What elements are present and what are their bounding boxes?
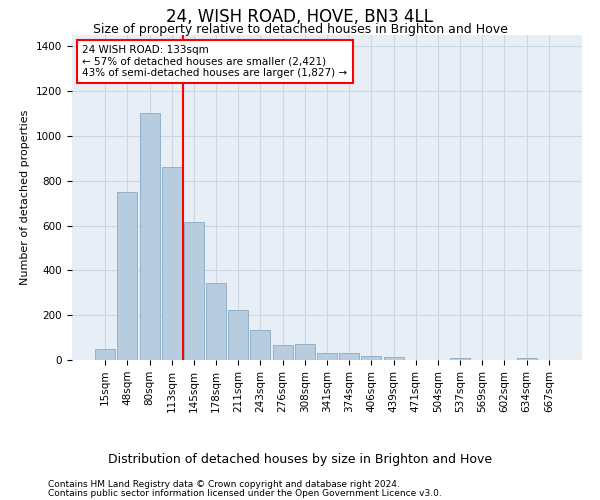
Bar: [184, 222, 204, 360]
Bar: [250, 330, 271, 360]
Bar: [162, 167, 182, 360]
Bar: [317, 354, 337, 360]
Text: Contains HM Land Registry data © Crown copyright and database right 2024.: Contains HM Land Registry data © Crown c…: [48, 480, 400, 489]
Bar: [517, 358, 536, 360]
Bar: [228, 310, 248, 360]
Bar: [206, 282, 226, 360]
Text: Size of property relative to detached houses in Brighton and Hove: Size of property relative to detached ho…: [92, 22, 508, 36]
Bar: [272, 346, 293, 360]
Bar: [339, 354, 359, 360]
Bar: [450, 358, 470, 360]
Bar: [383, 357, 404, 360]
Bar: [295, 344, 315, 360]
Text: Distribution of detached houses by size in Brighton and Hove: Distribution of detached houses by size …: [108, 452, 492, 466]
Text: Contains public sector information licensed under the Open Government Licence v3: Contains public sector information licen…: [48, 489, 442, 498]
Bar: [118, 192, 137, 360]
Bar: [361, 356, 382, 360]
Bar: [95, 349, 115, 360]
Y-axis label: Number of detached properties: Number of detached properties: [20, 110, 31, 285]
Bar: [140, 114, 160, 360]
Text: 24 WISH ROAD: 133sqm
← 57% of detached houses are smaller (2,421)
43% of semi-de: 24 WISH ROAD: 133sqm ← 57% of detached h…: [82, 45, 347, 78]
Text: 24, WISH ROAD, HOVE, BN3 4LL: 24, WISH ROAD, HOVE, BN3 4LL: [167, 8, 433, 26]
